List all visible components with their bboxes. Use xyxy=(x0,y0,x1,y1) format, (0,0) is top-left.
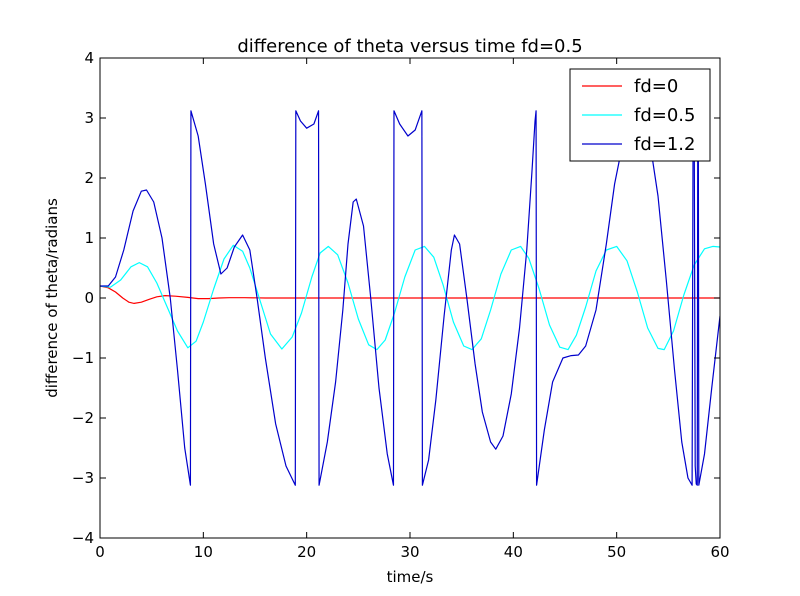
chart-title: difference of theta versus time fd=0.5 xyxy=(237,36,582,57)
x-tick-label: 50 xyxy=(607,543,626,561)
legend: fd=0 fd=0.5 fd=1.2 xyxy=(569,68,711,162)
y-tick-label: −1 xyxy=(72,349,94,367)
y-tick-label: 1 xyxy=(84,229,94,247)
x-tick-label: 0 xyxy=(95,543,105,561)
y-axis: −4 −3 −2 −1 0 1 2 3 4 xyxy=(72,49,720,547)
y-tick-label: 4 xyxy=(84,49,94,67)
x-axis-label: time/s xyxy=(387,568,434,586)
legend-label: fd=0.5 xyxy=(634,105,695,126)
y-tick-label: −4 xyxy=(72,529,94,547)
y-tick-label: 2 xyxy=(84,169,94,187)
series-lines xyxy=(100,110,720,486)
x-tick-label: 60 xyxy=(710,543,729,561)
series-line-1 xyxy=(100,285,720,304)
series-line-2 xyxy=(100,244,720,351)
y-axis-label: difference of theta/radians xyxy=(43,198,61,398)
series-line-3 xyxy=(100,110,720,486)
y-tick-label: −3 xyxy=(72,469,94,487)
legend-label: fd=1.2 xyxy=(634,134,695,155)
x-axis: 0 10 20 30 40 50 60 xyxy=(95,58,730,561)
x-tick-label: 10 xyxy=(194,543,213,561)
x-tick-label: 40 xyxy=(504,543,523,561)
y-tick-label: −2 xyxy=(72,409,94,427)
x-tick-label: 30 xyxy=(400,543,419,561)
legend-label: fd=0 xyxy=(634,76,678,97)
y-tick-label: 0 xyxy=(84,289,94,307)
y-tick-label: 3 xyxy=(84,109,94,127)
x-tick-label: 20 xyxy=(297,543,316,561)
